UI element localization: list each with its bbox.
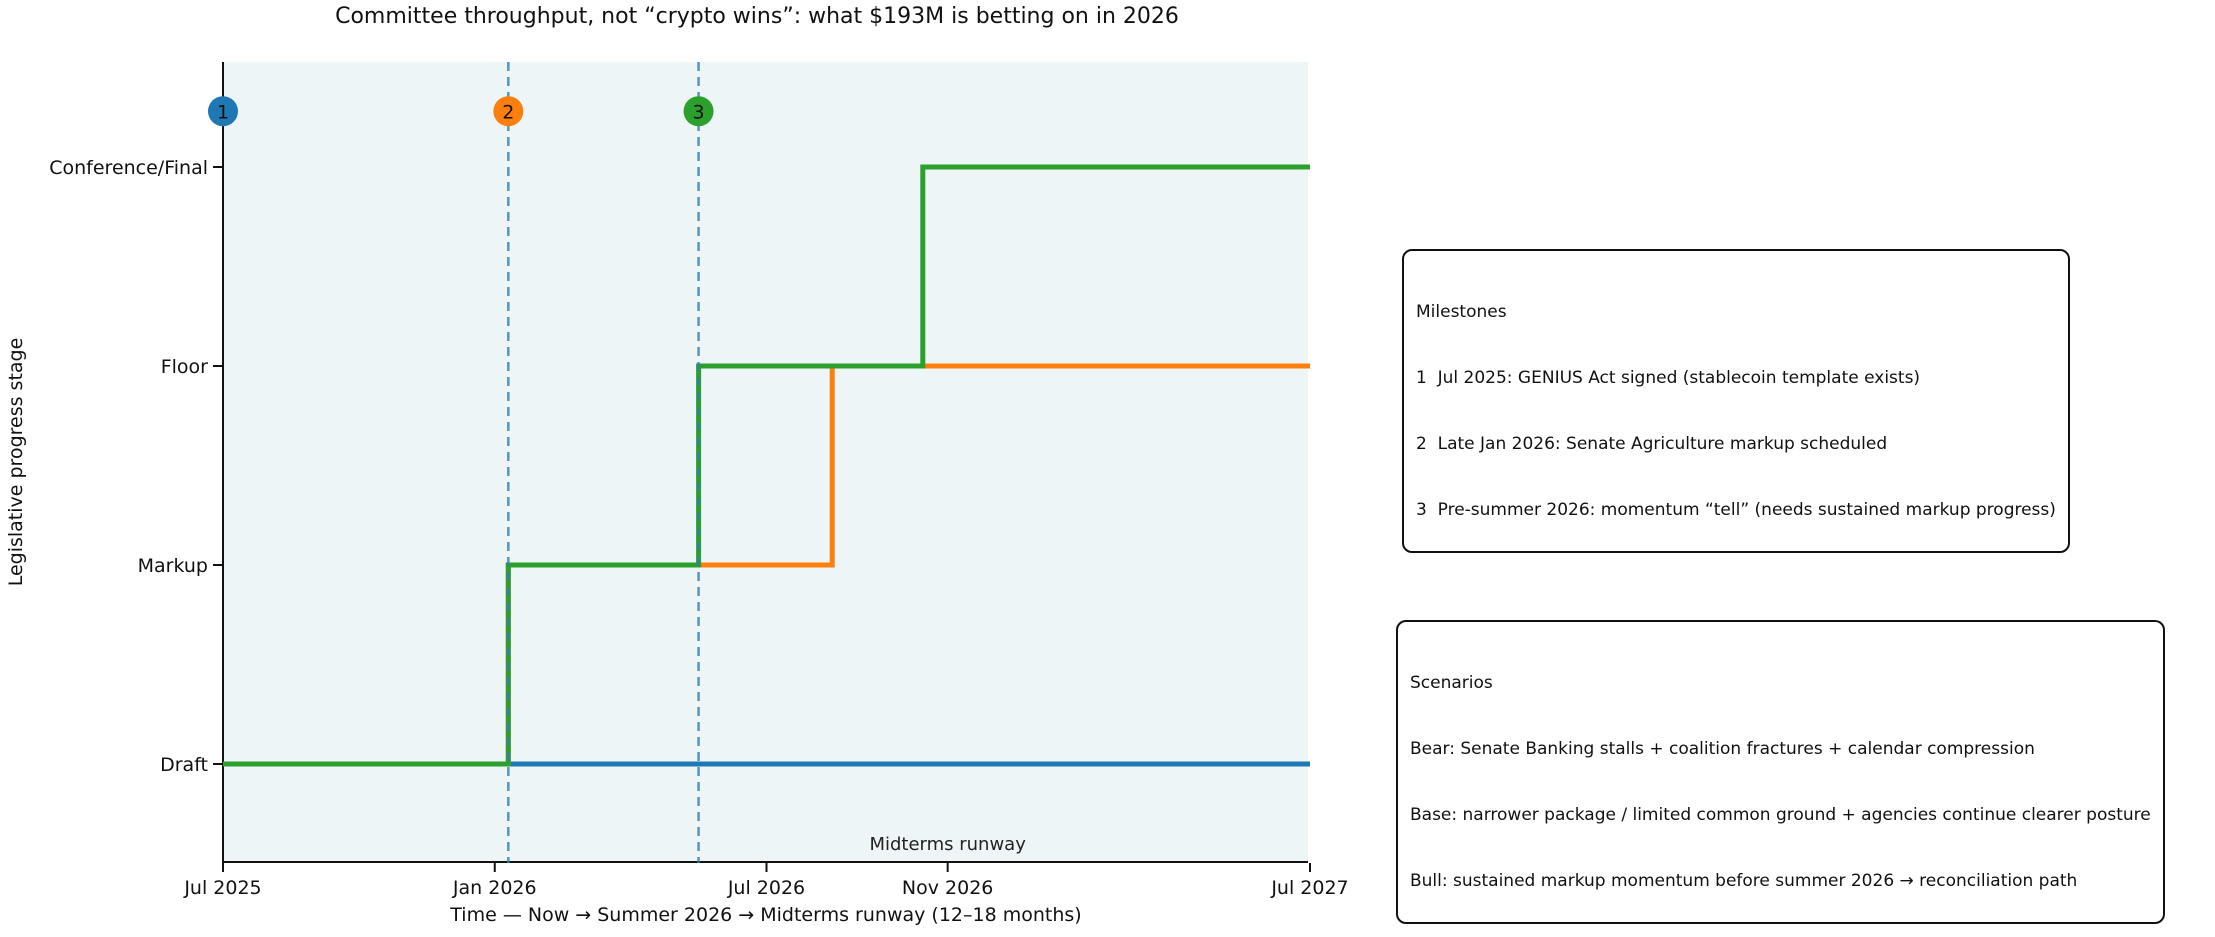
y-axis-label: Legislative progress stage	[5, 337, 27, 587]
milestones-box: Milestones 1 Jul 2025: GENIUS Act signed…	[1402, 249, 2070, 553]
scenario-bull: Bull: sustained markup momentum before s…	[1410, 871, 2078, 891]
milestone-marker-number: 2	[502, 101, 514, 123]
milestone-marker-2	[493, 96, 524, 127]
milestone-marker-1	[208, 96, 238, 127]
scenario-bear: Bear: Senate Banking stalls + coalition …	[1410, 739, 2035, 759]
scenarios-box: Scenarios Bear: Senate Banking stalls + …	[1396, 620, 2165, 924]
milestone-item-3: 3 Pre-summer 2026: momentum “tell” (need…	[1416, 500, 2056, 520]
x-tick-label: Jul 2025	[183, 877, 261, 899]
plot-background	[224, 62, 1308, 861]
x-tick-label: Jul 2027	[1270, 877, 1348, 899]
scenarios-box-title: Scenarios	[1410, 673, 1493, 693]
x-tick-label: Jan 2026	[452, 877, 537, 899]
y-tick-label: Conference/Final	[49, 157, 208, 179]
series-line-bull	[223, 164, 1310, 767]
scenario-base: Base: narrower package / limited common …	[1410, 805, 2151, 825]
y-tick-label: Markup	[138, 555, 208, 577]
x-axis-label: Time — Now → Summer 2026 → Midterms runw…	[450, 904, 1082, 926]
y-tick-label: Floor	[161, 356, 208, 378]
milestone-marker-number: 3	[693, 101, 705, 123]
midterms-runway-annotation: Midterms runway	[869, 834, 1026, 855]
y-tick-label: Draft	[160, 754, 208, 776]
milestone-marker-3	[683, 96, 714, 127]
x-tick-label: Jul 2026	[727, 877, 805, 899]
x-tick-label: Nov 2026	[902, 877, 993, 899]
milestone-item-2: 2 Late Jan 2026: Senate Agriculture mark…	[1416, 434, 1888, 454]
milestone-item-1: 1 Jul 2025: GENIUS Act signed (stablecoi…	[1416, 368, 1921, 388]
milestones-box-title: Milestones	[1416, 302, 1507, 322]
chart-title: Committee throughput, not “crypto wins”:…	[335, 4, 1179, 29]
milestone-marker-number: 1	[217, 101, 229, 123]
series-line-base	[223, 363, 1310, 767]
plot-axes-frame	[222, 62, 1308, 863]
